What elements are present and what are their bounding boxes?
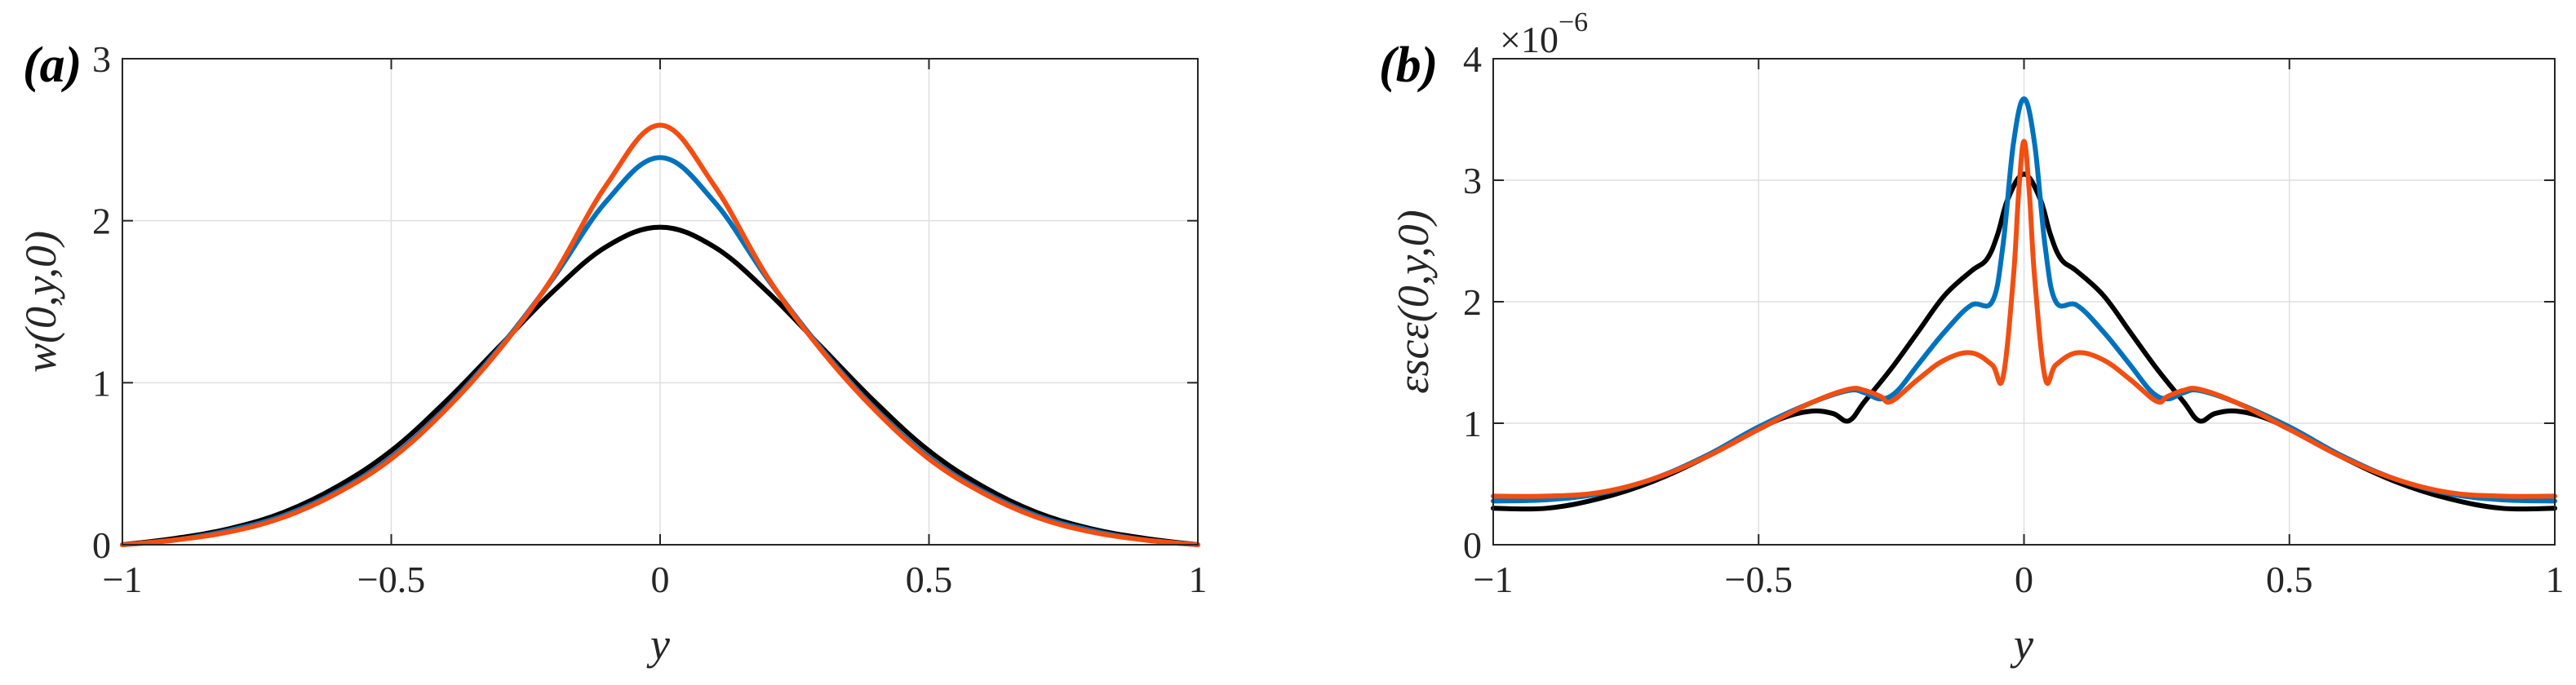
panel-b-ylabel: εscε(0,y,0) bbox=[1389, 210, 1438, 394]
x-tick-label: 0 bbox=[651, 559, 670, 600]
series-line-3 bbox=[1491, 139, 2557, 499]
panel-b-y-multiplier-exponent: −6 bbox=[1558, 7, 1588, 38]
x-tick-label: 0.5 bbox=[2266, 559, 2313, 600]
y-tick-label: 0 bbox=[1463, 524, 1482, 566]
x-tick-label: 0 bbox=[2015, 559, 2033, 600]
panel-a-label: (a) bbox=[23, 38, 82, 93]
panel-a-tick-labels: −1 −0.5 0 0.5 1 0 1 2 3 bbox=[92, 38, 1208, 600]
x-tick-label: −1 bbox=[103, 559, 143, 600]
y-tick-label: 0 bbox=[92, 524, 111, 566]
panel-b-xlabel: y bbox=[2010, 620, 2033, 669]
x-tick-label: −0.5 bbox=[357, 559, 425, 600]
panel-a-ticks bbox=[122, 58, 1199, 546]
series-line-1 bbox=[120, 224, 1200, 547]
x-tick-label: 1 bbox=[1189, 559, 1208, 600]
x-tick-label: 1 bbox=[2546, 559, 2565, 600]
y-tick-label: 3 bbox=[1463, 160, 1482, 201]
panel-b-y-multiplier: ×10−6 bbox=[1500, 7, 1588, 60]
panel-a-ylabel: w(0,y,0) bbox=[16, 231, 65, 373]
x-tick-label: 0.5 bbox=[906, 559, 953, 600]
panel-b-lines bbox=[1491, 96, 2557, 512]
panel-b-ticks bbox=[1492, 58, 2556, 546]
panel-b-y-multiplier-base: ×10 bbox=[1500, 19, 1558, 60]
y-tick-label: 2 bbox=[92, 201, 111, 242]
x-tick-label: −1 bbox=[1474, 559, 1514, 600]
x-tick-label: −0.5 bbox=[1725, 559, 1793, 600]
y-tick-label: 1 bbox=[92, 362, 111, 404]
panel-b-label: (b) bbox=[1379, 38, 1438, 93]
panel-a-lines bbox=[120, 122, 1200, 547]
panel-b: −1 −0.5 0 0.5 1 0 1 2 3 4 y εscε(0,y,0) (b) ×10−6 bbox=[1379, 7, 2565, 669]
y-tick-label: 4 bbox=[1463, 38, 1482, 80]
y-tick-label: 1 bbox=[1463, 403, 1482, 444]
y-tick-label: 3 bbox=[92, 38, 111, 80]
panel-b-tick-labels: −1 −0.5 0 0.5 1 0 1 2 3 4 bbox=[1463, 38, 2565, 600]
y-tick-label: 2 bbox=[1463, 281, 1482, 323]
panel-a: −1 −0.5 0 0.5 1 0 1 2 3 y w(0,y,0) (a) bbox=[16, 38, 1208, 669]
series-line-3 bbox=[120, 122, 1200, 547]
panel-a-xlabel: y bbox=[646, 620, 670, 669]
